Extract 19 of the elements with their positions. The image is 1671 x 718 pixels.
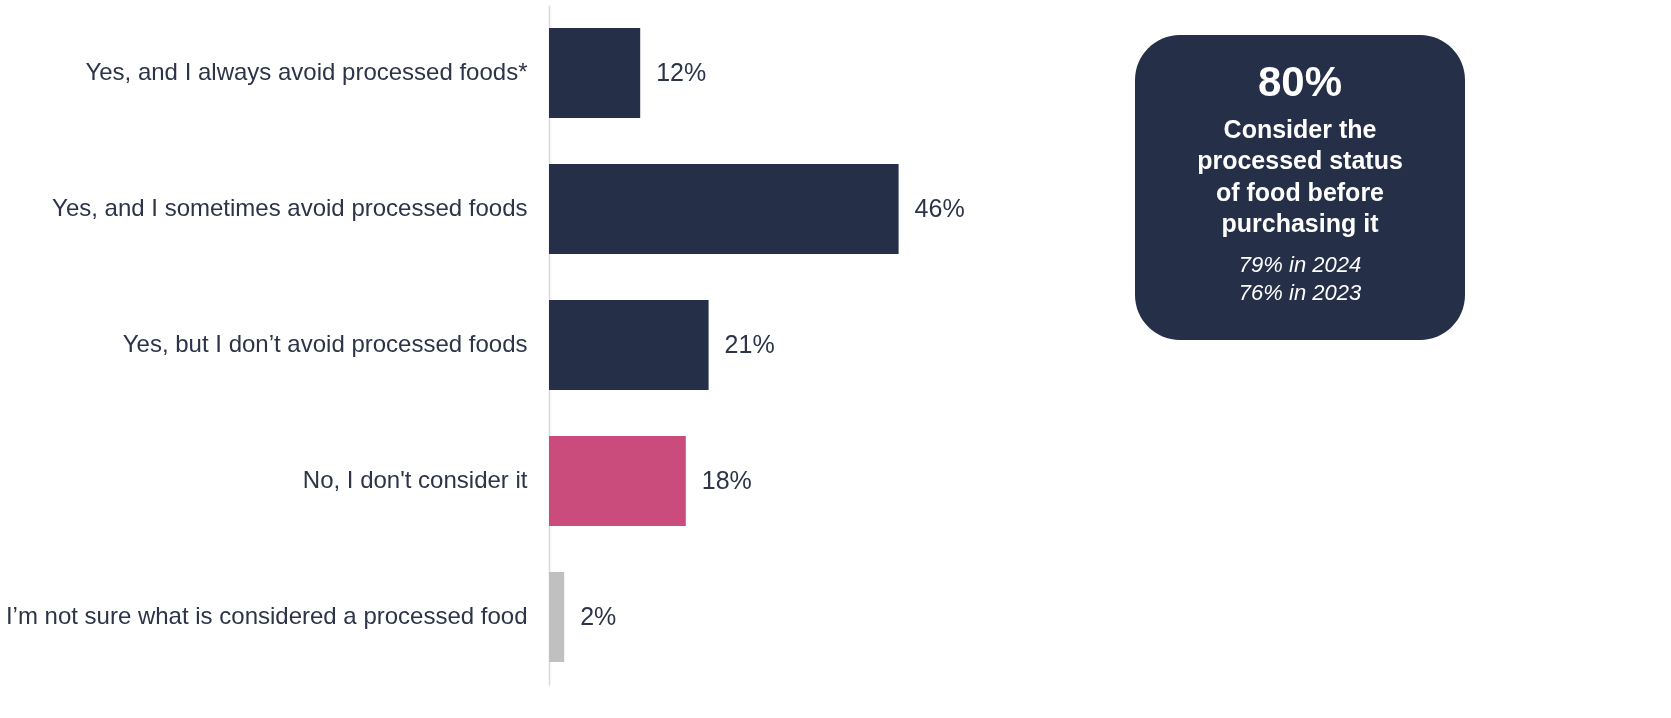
data-label: 46% <box>914 194 965 222</box>
bar <box>549 164 899 254</box>
text: Consider the processed status of food before purchasing it <box>1197 115 1403 237</box>
text: 79% in 2024 <box>1238 252 1362 277</box>
data-label: 2% <box>580 602 617 630</box>
y-tick-label: I’m not sure what is considered a processed food <box>5 602 528 629</box>
data-label: 21% <box>724 330 775 358</box>
bar <box>549 436 686 526</box>
text: 76% in 2023 <box>1238 279 1362 305</box>
data-label: 18% <box>701 466 752 494</box>
y-tick-label: Yes, and I sometimes avoid processed foods <box>52 194 528 221</box>
text: 80% <box>1257 58 1343 105</box>
bar <box>549 572 565 662</box>
bar <box>549 28 641 118</box>
y-tick-label: Yes, but I don’t avoid processed foods <box>122 330 528 357</box>
bar <box>549 300 709 390</box>
data-label: 12% <box>656 58 707 86</box>
y-tick-label: Yes, and I always avoid processed foods* <box>85 58 528 85</box>
y-tick-label: No, I don't consider it <box>302 466 528 493</box>
